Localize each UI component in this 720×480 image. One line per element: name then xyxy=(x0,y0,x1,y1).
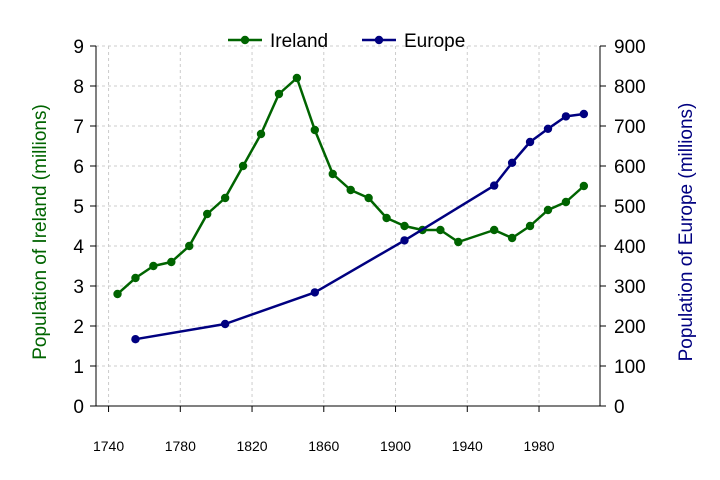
x-tick-label: 1940 xyxy=(452,438,483,454)
data-point xyxy=(579,181,589,191)
data-point xyxy=(400,221,409,231)
data-point xyxy=(310,125,320,135)
data-point xyxy=(382,213,391,223)
y-right-tick-label: 100 xyxy=(614,357,646,378)
data-point xyxy=(364,193,373,203)
axes xyxy=(90,45,606,412)
y-axis-label-right: Population of Europe (millions) xyxy=(676,103,697,362)
series-line xyxy=(135,112,585,341)
data-point xyxy=(220,193,230,203)
data-point xyxy=(489,225,499,235)
y-left-tick-label: 5 xyxy=(73,197,84,218)
data-point xyxy=(561,112,571,121)
data-point xyxy=(507,233,517,243)
y-left-tick-label: 2 xyxy=(73,317,84,338)
y-left-tick-label: 4 xyxy=(73,237,84,258)
grid xyxy=(96,45,600,407)
y-right-tick-label: 200 xyxy=(614,317,646,338)
data-point xyxy=(507,158,517,167)
data-point xyxy=(489,181,499,190)
data-point xyxy=(274,89,284,99)
series xyxy=(113,73,589,344)
legend-swatch-marker xyxy=(240,35,250,45)
y-right-tick-label: 900 xyxy=(614,37,646,58)
y-right-tick-label: 700 xyxy=(614,117,646,138)
data-point xyxy=(400,236,409,245)
y-axis-label-left: Population of Ireland (millions) xyxy=(30,104,51,360)
data-point xyxy=(328,169,337,179)
data-point xyxy=(113,289,122,299)
data-point xyxy=(149,261,158,271)
legend-label: Europe xyxy=(404,31,465,52)
y-right-tick-label: 600 xyxy=(614,157,646,178)
data-point xyxy=(436,225,445,235)
x-tick-label: 1860 xyxy=(308,438,339,454)
y-right-tick-label: 800 xyxy=(614,77,646,98)
y-right-tick-label: 300 xyxy=(614,277,646,298)
data-point xyxy=(203,209,212,219)
data-point xyxy=(256,129,266,139)
data-point xyxy=(525,221,535,231)
y-left-tick-label: 6 xyxy=(73,157,84,178)
y-left-tick-label: 9 xyxy=(73,37,84,58)
data-point xyxy=(561,197,571,207)
x-tick-label: 1900 xyxy=(380,438,411,454)
data-point xyxy=(543,124,553,133)
legend-item-ireland: Ireland xyxy=(228,31,328,52)
x-tick-label: 1740 xyxy=(93,438,124,454)
data-point xyxy=(310,288,320,297)
series-europe xyxy=(131,109,589,344)
x-tick-label: 1820 xyxy=(236,438,267,454)
data-point xyxy=(238,161,248,171)
y-left-tick-label: 1 xyxy=(73,357,84,378)
x-tick-label: 1780 xyxy=(165,438,196,454)
data-point xyxy=(525,137,535,147)
y-left-tick-label: 7 xyxy=(73,117,84,138)
data-point xyxy=(185,241,194,251)
data-point xyxy=(543,205,553,215)
y-right-tick-label: 500 xyxy=(614,197,646,218)
y-left-tick-label: 8 xyxy=(73,77,84,98)
data-point xyxy=(579,109,589,119)
y-left-tick-label: 3 xyxy=(73,277,84,298)
series-ireland xyxy=(113,73,589,299)
legend-item-europe: Europe xyxy=(362,31,465,52)
data-point xyxy=(346,185,355,195)
legend-swatch-marker xyxy=(374,35,384,45)
y-right-tick-label: 0 xyxy=(614,397,625,418)
data-point xyxy=(131,273,140,283)
data-point xyxy=(292,73,302,83)
x-tick-label: 1980 xyxy=(523,438,554,454)
data-point xyxy=(454,237,463,247)
legend: Ireland Europe xyxy=(228,31,465,52)
data-point xyxy=(167,257,176,267)
legend-label: Ireland xyxy=(270,31,328,52)
y-right-tick-label: 400 xyxy=(614,237,646,258)
y-left-tick-label: 0 xyxy=(73,397,84,418)
data-point xyxy=(131,335,140,344)
data-point xyxy=(220,319,230,329)
tick-labels: 0 1 2 3 4 5 6 7 8 9 0 100 200 300 400 500 600 700 800 900 17… xyxy=(73,37,645,454)
